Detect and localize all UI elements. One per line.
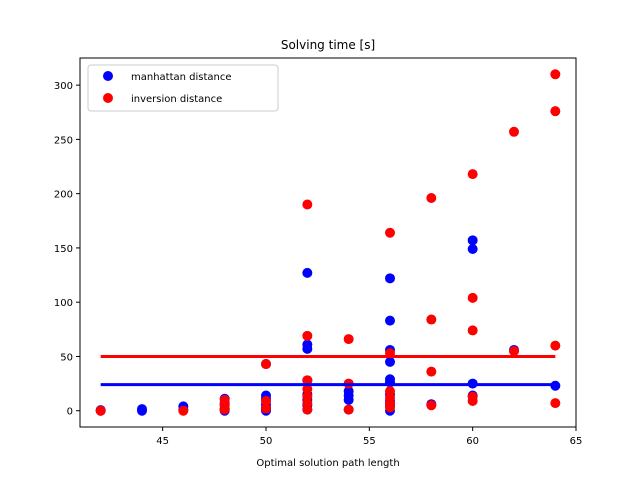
legend-marker-manhattan [103, 71, 113, 81]
point-manhattan-distance [385, 315, 395, 326]
point-inversion-distance [302, 199, 313, 210]
y-tick-label: 300 [54, 81, 73, 92]
point-inversion-distance [385, 402, 395, 413]
point-inversion-distance [467, 169, 478, 180]
point-inversion-distance [426, 366, 437, 377]
point-inversion-distance [550, 398, 561, 409]
point-inversion-distance [261, 359, 271, 370]
y-tick-label: 150 [54, 244, 73, 255]
point-inversion-distance [550, 106, 561, 117]
point-inversion-distance [467, 292, 478, 303]
point-inversion-distance [178, 405, 189, 416]
point-inversion-distance [467, 325, 478, 336]
y-tick-label: 50 [60, 352, 73, 363]
point-inversion-distance [219, 404, 230, 415]
point-inversion-distance [426, 400, 437, 411]
point-manhattan-distance [385, 356, 395, 367]
point-inversion-distance [509, 346, 519, 357]
y-tick-label: 250 [54, 135, 73, 146]
point-inversion-distance [261, 395, 271, 406]
point-inversion-distance [509, 126, 519, 137]
point-inversion-distance [550, 69, 561, 80]
x-tick-label: 50 [260, 436, 273, 447]
y-tick-label: 0 [67, 407, 73, 418]
point-inversion-distance [302, 375, 313, 386]
point-manhattan-distance [467, 235, 478, 246]
legend-label-manhattan: manhattan distance [131, 72, 232, 83]
point-inversion-distance [426, 193, 437, 204]
chart-title: Solving time [s] [281, 38, 375, 52]
point-inversion-distance [467, 395, 478, 406]
x-axis: 45 50 55 60 65 [156, 427, 582, 447]
point-manhattan-distance [467, 244, 478, 255]
point-manhattan-distance [302, 343, 313, 354]
legend-label-inversion: inversion distance [131, 94, 222, 105]
legend-marker-inversion [103, 93, 113, 103]
legend-box [87, 64, 279, 112]
point-inversion-distance [302, 404, 313, 415]
point-manhattan-distance [137, 404, 147, 415]
y-tick-label: 200 [54, 190, 73, 201]
y-axis: 0 50 100 150 200 250 300 [54, 81, 80, 418]
point-inversion-distance [343, 334, 354, 345]
point-inversion-distance [302, 384, 313, 395]
point-inversion-distance [385, 227, 395, 238]
point-inversion-distance [550, 340, 561, 351]
point-inversion-distance [343, 404, 354, 415]
y-tick-label: 100 [54, 298, 73, 309]
plot-area [95, 69, 561, 416]
point-manhattan-distance [343, 394, 354, 405]
axes-frame [79, 57, 577, 428]
point-inversion-distance [261, 403, 271, 414]
x-tick-label: 45 [156, 436, 169, 447]
point-inversion-distance [302, 330, 313, 341]
x-axis-title: Optimal solution path length [256, 458, 399, 469]
point-inversion-distance [426, 314, 437, 325]
x-tick-label: 55 [363, 436, 376, 447]
x-tick-label: 60 [466, 436, 479, 447]
legend: manhattan distance inversion distance [87, 64, 279, 112]
point-manhattan-distance [385, 273, 395, 284]
x-tick-label: 65 [570, 436, 583, 447]
point-manhattan-distance [302, 267, 313, 278]
point-inversion-distance [95, 405, 106, 416]
